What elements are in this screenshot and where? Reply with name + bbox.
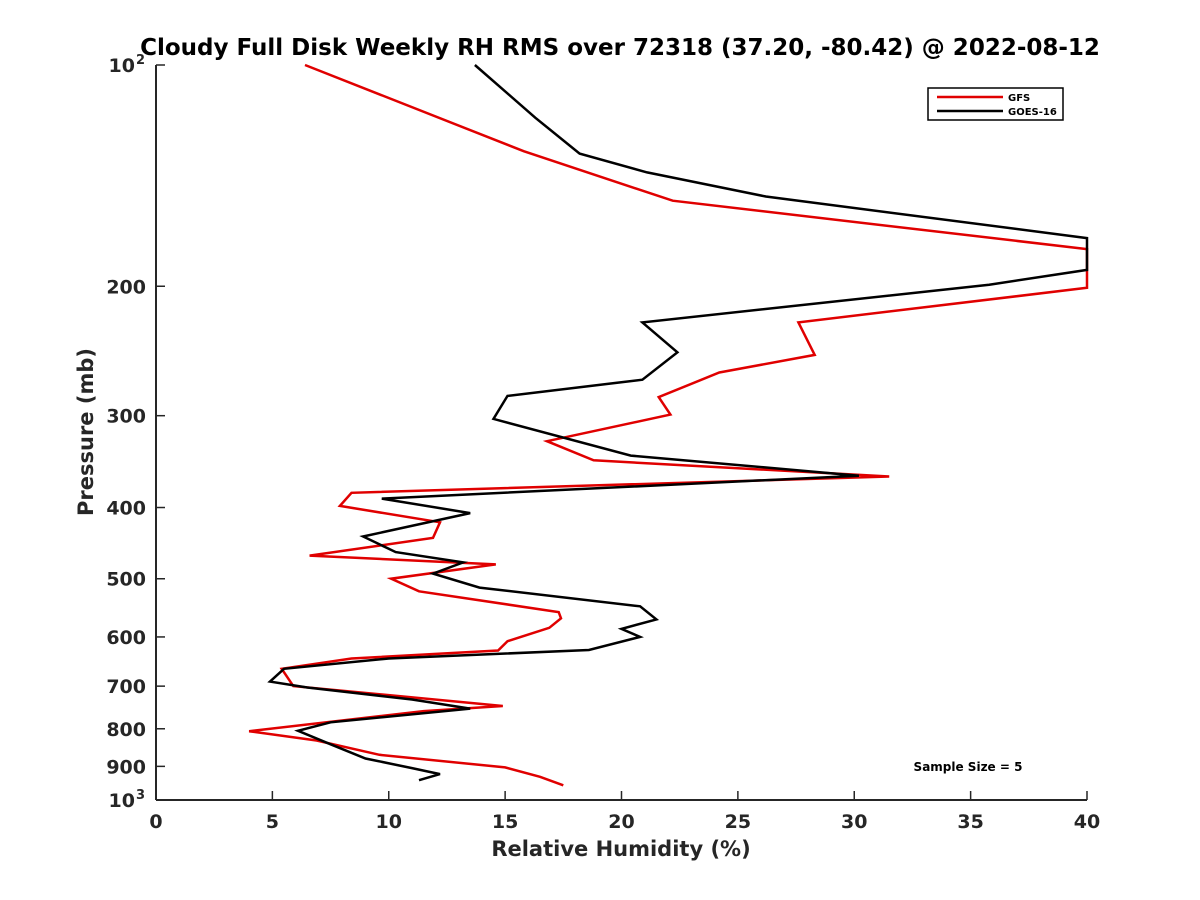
y-tick-label: 300 xyxy=(106,406,146,428)
x-tick-label: 5 xyxy=(266,811,279,833)
y-tick-label: 500 xyxy=(106,569,146,591)
y-tick-exponent: 2 xyxy=(136,53,145,68)
legend: GFS GOES-16 xyxy=(927,87,1064,121)
x-axis-ticks: 0 5 10 15 20 25 30 35 40 xyxy=(149,791,1100,833)
x-axis-label: Relative Humidity (%) xyxy=(491,837,750,861)
y-tick-label: 400 xyxy=(106,498,146,520)
y-tick-exponent: 3 xyxy=(136,788,145,803)
y-tick-label: 200 xyxy=(106,276,146,298)
sample-size-annotation: Sample Size = 5 xyxy=(914,760,1023,774)
series-line-goes16 xyxy=(267,64,1089,782)
y-tick-label: 800 xyxy=(106,719,146,741)
chart-title: Cloudy Full Disk Weekly RH RMS over 7231… xyxy=(140,35,1100,61)
y-tick-label: 900 xyxy=(106,756,146,778)
x-tick-label: 35 xyxy=(957,811,983,833)
x-tick-label: 15 xyxy=(492,811,518,833)
y-tick-label: 10 xyxy=(109,55,135,77)
y-tick-label: 700 xyxy=(106,676,146,698)
x-tick-label: 20 xyxy=(608,811,634,833)
y-tick-label: 10 xyxy=(109,790,135,812)
x-tick-label: 10 xyxy=(376,811,402,833)
x-tick-label: 0 xyxy=(149,811,162,833)
y-tick-label: 600 xyxy=(106,627,146,649)
legend-label-goes16: GOES-16 xyxy=(1008,107,1057,118)
y-axis-label: Pressure (mb) xyxy=(74,348,98,516)
x-tick-label: 25 xyxy=(725,811,751,833)
x-tick-label: 40 xyxy=(1074,811,1100,833)
series-line-gfs xyxy=(248,63,1089,787)
legend-label-gfs: GFS xyxy=(1008,93,1030,104)
x-tick-label: 30 xyxy=(841,811,867,833)
plot-area xyxy=(155,65,1087,801)
legend-box xyxy=(927,87,1064,121)
series-group xyxy=(248,63,1089,787)
